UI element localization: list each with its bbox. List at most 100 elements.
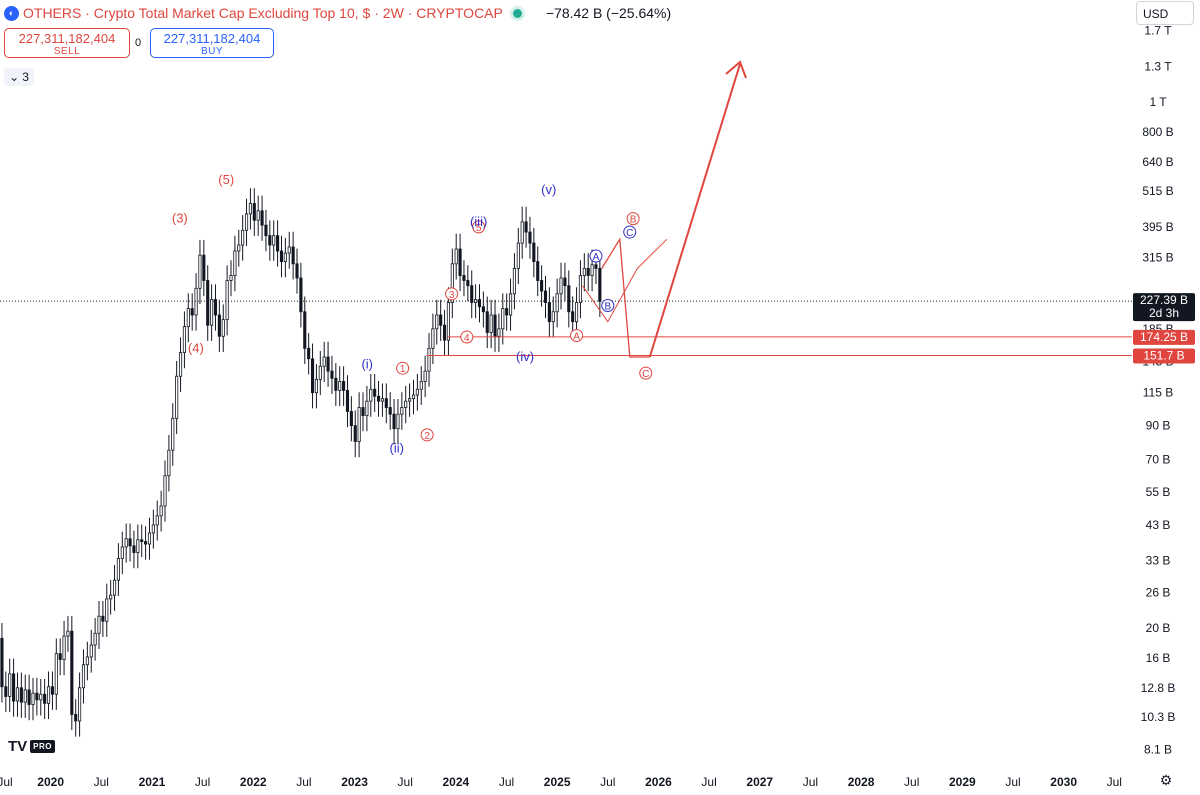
- gear-icon[interactable]: ⚙: [1159, 772, 1173, 788]
- candle-down: [27, 689, 31, 705]
- candle-up: [182, 326, 186, 353]
- candle-down: [439, 314, 443, 326]
- currency-select[interactable]: USD: [1136, 1, 1194, 25]
- sell-label: SELL: [53, 46, 81, 57]
- candle-up: [8, 673, 12, 697]
- wave-label: C: [626, 228, 633, 239]
- candle-up: [31, 692, 35, 705]
- chevron-down-icon: ⌄: [9, 70, 20, 84]
- x-tick-label: 2030: [1050, 775, 1077, 789]
- candle-up: [555, 293, 559, 313]
- candle-up: [551, 311, 555, 323]
- indicators-toggle-button[interactable]: ⌄ 3: [4, 68, 34, 86]
- y-tick-label: 70 B: [1146, 452, 1171, 466]
- candle-down: [388, 407, 392, 415]
- candle-down: [206, 280, 210, 326]
- candle-up: [411, 394, 416, 400]
- price-tag-bg: [1133, 348, 1195, 364]
- wave-label-circle: [445, 287, 459, 301]
- candle-down: [353, 425, 357, 442]
- candle-up: [419, 381, 423, 390]
- price-change: −78.42 B (−25.64%): [545, 5, 672, 21]
- candle-down: [540, 280, 544, 292]
- candle-down: [190, 308, 194, 316]
- currency-value: USD: [1143, 7, 1169, 21]
- wave-label: (i): [361, 356, 373, 371]
- y-tick-label: 1 T: [1149, 95, 1167, 109]
- wave-label-circle: [420, 428, 434, 442]
- candle-up: [46, 686, 51, 704]
- candle-down: [477, 299, 482, 308]
- candle-down: [264, 224, 268, 237]
- x-axis: Jul 2020 Jul 2021 Jul 2022 Jul 2023 Jul 2024 Jul 20…: [0, 775, 1122, 789]
- candle-up: [151, 524, 155, 534]
- sell-button[interactable]: 227,311,182,404 SELL: [4, 28, 130, 58]
- candle-up: [54, 653, 58, 695]
- candle-up: [39, 693, 43, 701]
- wave-label: (iv): [516, 349, 534, 364]
- price-tag-bg: [1133, 329, 1195, 345]
- candle-up: [186, 308, 190, 328]
- candle-down: [101, 615, 105, 622]
- candle-up: [229, 275, 233, 281]
- candle-up: [318, 365, 322, 380]
- buy-button[interactable]: 227,311,182,404 BUY: [150, 28, 274, 58]
- symbol-interval: 2W: [382, 5, 404, 21]
- candle-down: [563, 277, 567, 287]
- price-tag-label: 174.25 B: [1140, 330, 1188, 344]
- candle-down: [291, 246, 295, 265]
- wave-label: 4: [464, 333, 470, 344]
- wave-label-circle: [589, 249, 603, 263]
- candle-down: [144, 541, 148, 545]
- candle-down: [58, 653, 62, 660]
- wave-label: (3): [172, 211, 188, 226]
- candle-down: [543, 290, 548, 303]
- symbol-source: CRYPTOCAP: [416, 5, 503, 21]
- candle-up: [210, 299, 214, 326]
- candle-up: [582, 267, 586, 276]
- candle-down: [532, 242, 536, 263]
- candle-up: [171, 417, 175, 451]
- wave-label-circle: [601, 299, 615, 313]
- candle-up: [78, 687, 82, 722]
- candle-down: [70, 630, 74, 715]
- candle-up: [314, 378, 318, 394]
- y-tick-label: 8.1 B: [1144, 742, 1172, 756]
- price-tags: 227.39 B2d 3h 174.25 B 151.7 B: [1133, 293, 1195, 364]
- candle-down: [43, 693, 47, 704]
- candle-down: [536, 261, 540, 281]
- candle-up: [116, 558, 120, 581]
- candle-up: [272, 235, 276, 246]
- y-tick-label: 10.3 B: [1141, 710, 1176, 724]
- buy-price: 227,311,182,404: [163, 31, 261, 46]
- y-tick-label: 315 B: [1142, 250, 1173, 264]
- candle-down: [310, 358, 315, 394]
- candle-down: [202, 254, 206, 281]
- candle-down: [276, 235, 280, 252]
- projection-arrowhead: [725, 60, 747, 79]
- candle-up: [365, 400, 369, 416]
- tradingview-logo[interactable]: TV PRO: [8, 738, 56, 755]
- candle-up: [248, 203, 252, 215]
- candle-down: [373, 388, 377, 397]
- wave-label-circle: [460, 330, 474, 344]
- symbol-header[interactable]: ◐ OTHERS · Crypto Total Market Cap Exclu…: [4, 3, 671, 23]
- candle-down: [342, 381, 346, 391]
- candle-up: [178, 352, 183, 377]
- candle-up: [427, 347, 431, 372]
- crypto-logo-icon: ◐: [4, 5, 19, 21]
- candle-down: [128, 538, 132, 547]
- candle-down: [361, 407, 365, 416]
- wave-label: B: [604, 302, 611, 313]
- wave-label: (5): [218, 172, 234, 187]
- candle-down: [217, 314, 221, 337]
- y-tick-label: 26 B: [1146, 586, 1171, 600]
- candle-down: [466, 280, 470, 287]
- candle-down: [326, 356, 330, 372]
- x-tick-label: 2021: [139, 775, 166, 789]
- x-tick-label: 2020: [37, 775, 64, 789]
- candle-down: [594, 264, 598, 269]
